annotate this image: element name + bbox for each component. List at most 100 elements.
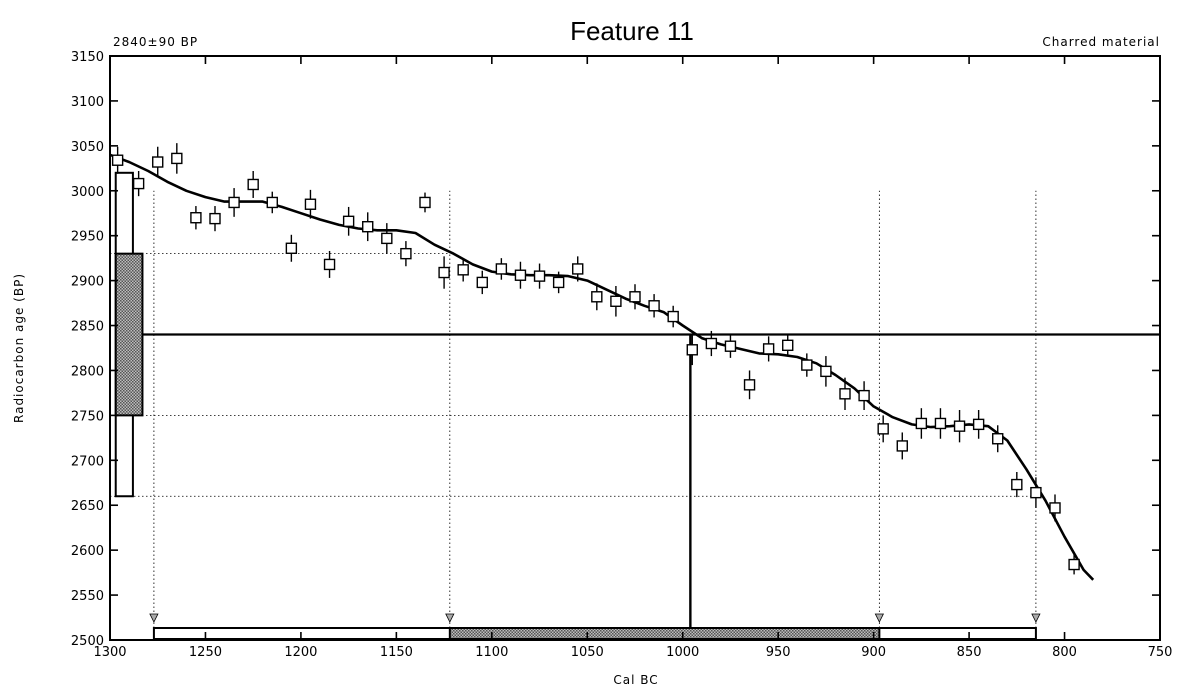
data-point: [743, 370, 756, 400]
range-marker: [445, 613, 455, 623]
point-marker: [629, 291, 641, 303]
data-point: [915, 408, 928, 439]
point-marker: [1030, 486, 1042, 499]
point-marker: [1049, 502, 1061, 514]
y-tick-label: 2600: [71, 544, 104, 559]
point-marker: [285, 242, 298, 254]
data-point: [342, 206, 355, 236]
data-point: [323, 250, 336, 278]
point-marker: [992, 433, 1004, 445]
data-point: [362, 212, 374, 242]
data-point: [934, 408, 947, 439]
y-tick-label: 2950: [71, 230, 104, 245]
data-point: [438, 256, 450, 289]
data-point: [285, 234, 298, 262]
data-point: [1068, 554, 1080, 575]
x-tick-label: 1100: [475, 645, 508, 660]
point-marker: [915, 417, 928, 430]
point-marker: [839, 388, 851, 400]
data-point: [782, 334, 794, 357]
point-marker: [209, 212, 221, 225]
data-point: [152, 146, 164, 178]
y-tick-label: 2550: [71, 589, 104, 604]
data-point: [572, 256, 584, 282]
point-marker: [457, 264, 469, 276]
point-marker: [877, 423, 889, 435]
point-marker: [896, 440, 908, 452]
data-point: [552, 271, 565, 294]
data-point: [419, 192, 431, 213]
range-marker: [149, 613, 159, 623]
point-marker: [667, 310, 679, 323]
data-point: [648, 294, 660, 318]
point-marker: [476, 276, 488, 289]
point-marker: [362, 221, 374, 233]
x-tick-label: 1000: [666, 645, 699, 660]
y-tick-label: 2850: [71, 320, 104, 335]
data-point: [801, 353, 813, 377]
data-point: [896, 432, 908, 460]
data-point: [190, 206, 202, 230]
point-marker: [247, 178, 259, 191]
range-marker: [1031, 613, 1041, 623]
data-point: [686, 334, 698, 366]
y-tick-label: 2700: [71, 454, 104, 469]
x-tick-label: 900: [861, 645, 886, 660]
calibration-curve: [109, 153, 1095, 581]
data-point: [953, 409, 966, 443]
point-marker: [132, 177, 145, 190]
point-marker: [400, 247, 412, 260]
data-point: [266, 191, 278, 214]
data-point: [972, 409, 985, 439]
point-marker: [438, 266, 450, 279]
data-point: [111, 146, 124, 174]
data-point: [304, 189, 317, 219]
data-point: [457, 258, 469, 282]
data-point: [762, 336, 775, 362]
x-axis-label: Cal BC: [613, 673, 658, 687]
x-tick-label: 850: [957, 645, 982, 660]
x-tick-label: 1150: [380, 645, 413, 660]
data-point: [533, 263, 546, 289]
x-tick-label: 750: [1148, 645, 1173, 660]
point-marker: [972, 418, 985, 431]
data-point: [514, 261, 527, 289]
point-marker: [304, 198, 317, 210]
point-marker: [686, 344, 698, 356]
data-point: [667, 305, 679, 328]
point-marker: [381, 232, 393, 245]
y-axis-label: Radiocarbon age (BP): [12, 273, 26, 423]
point-marker: [152, 156, 164, 168]
y-tick-label: 2500: [71, 634, 104, 649]
point-marker: [495, 263, 508, 275]
data-point: [858, 381, 870, 410]
data-point: [132, 171, 145, 197]
point-marker: [610, 295, 622, 307]
y-tick-label: 2800: [71, 364, 104, 379]
sample-age-label: 2840±90 BP: [113, 35, 198, 49]
point-marker: [648, 300, 660, 312]
data-point: [381, 223, 393, 254]
x-tick-label: 1050: [571, 645, 604, 660]
one-sigma-cal-bar: [448, 627, 881, 640]
point-marker: [724, 340, 737, 352]
data-point: [820, 356, 832, 387]
data-point: [1030, 477, 1042, 508]
chart-title: Feature 11: [570, 16, 694, 46]
point-marker: [1011, 478, 1023, 491]
point-marker: [514, 269, 527, 281]
range-marker: [874, 613, 885, 623]
y-tick-label: 2900: [71, 275, 104, 290]
point-marker: [572, 263, 584, 275]
data-point: [591, 283, 603, 311]
data-point: [247, 171, 259, 198]
data-point: [629, 284, 641, 310]
y-tick-label: 2750: [71, 409, 104, 424]
data-point: [228, 188, 240, 217]
point-marker: [111, 154, 124, 166]
x-tick-label: 1200: [284, 645, 317, 660]
point-marker: [190, 212, 202, 224]
data-point: [992, 425, 1004, 453]
y-tick-label: 2650: [71, 499, 104, 514]
data-point: [400, 241, 412, 267]
